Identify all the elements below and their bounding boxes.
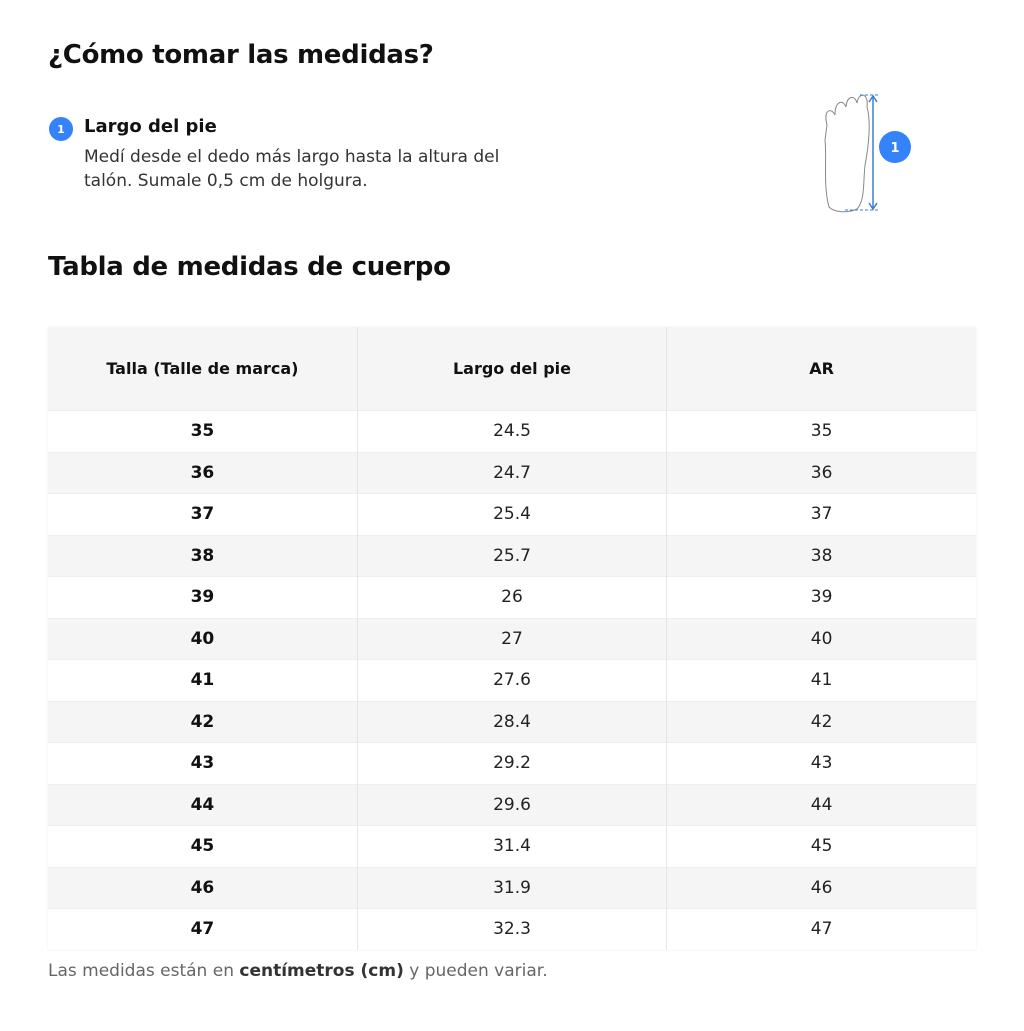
footnote-unit: centímetros (cm)	[239, 961, 404, 981]
cell-talla: 35	[48, 410, 358, 452]
cell-largo: 25.4	[357, 493, 668, 535]
cell-ar: 45	[666, 825, 976, 867]
table-row: 44 29.6 44	[48, 783, 976, 826]
cell-largo: 31.9	[357, 866, 668, 909]
cell-talla: 47	[48, 908, 358, 950]
cell-talla: 46	[48, 866, 358, 909]
header-ar: AR	[666, 327, 976, 411]
cell-ar: 40	[666, 617, 976, 660]
cell-talla: 42	[48, 700, 358, 743]
cell-ar: 44	[666, 783, 976, 826]
table-row: 47 32.3 47	[48, 908, 976, 950]
cell-largo: 31.4	[357, 825, 668, 867]
size-table: Talla (Talle de marca) Largo del pie AR …	[48, 327, 976, 950]
cell-talla: 39	[48, 576, 358, 618]
table-row: 37 25.4 37	[48, 493, 976, 535]
cell-largo: 26	[357, 576, 668, 618]
cell-talla: 37	[48, 493, 358, 535]
table-header-row: Talla (Talle de marca) Largo del pie AR	[48, 327, 976, 411]
cell-largo: 27	[357, 617, 668, 660]
table-row: 40 27 40	[48, 617, 976, 660]
footnote: Las medidas están en centímetros (cm) y …	[48, 961, 548, 981]
cell-talla: 45	[48, 825, 358, 867]
cell-ar: 43	[666, 742, 976, 784]
table-row: 41 27.6 41	[48, 659, 976, 701]
step-description: Medí desde el dedo más largo hasta la al…	[84, 147, 500, 191]
cell-talla: 43	[48, 742, 358, 784]
table-row: 46 31.9 46	[48, 866, 976, 909]
table-row: 35 24.5 35	[48, 410, 976, 452]
table-row: 38 25.7 38	[48, 534, 976, 577]
table-row: 42 28.4 42	[48, 700, 976, 743]
cell-largo: 29.2	[357, 742, 668, 784]
cell-talla: 44	[48, 783, 358, 826]
cell-ar: 42	[666, 700, 976, 743]
cell-largo: 29.6	[357, 783, 668, 826]
cell-largo: 24.5	[357, 410, 668, 452]
table-row: 45 31.4 45	[48, 825, 976, 867]
step-title: Largo del pie	[84, 116, 217, 137]
cell-ar: 39	[666, 576, 976, 618]
cell-talla: 36	[48, 451, 358, 494]
foot-measure-icon: 1	[805, 85, 925, 220]
cell-ar: 35	[666, 410, 976, 452]
cell-ar: 37	[666, 493, 976, 535]
cell-ar: 47	[666, 908, 976, 950]
cell-largo: 25.7	[357, 534, 668, 577]
table-row: 39 26 39	[48, 576, 976, 618]
cell-talla: 40	[48, 617, 358, 660]
cell-talla: 38	[48, 534, 358, 577]
table-row: 36 24.7 36	[48, 451, 976, 494]
step-number-badge: 1	[49, 117, 73, 141]
cell-largo: 24.7	[357, 451, 668, 494]
how-to-measure-title: ¿Cómo tomar las medidas?	[48, 40, 434, 70]
cell-largo: 28.4	[357, 700, 668, 743]
footnote-prefix: Las medidas están en	[48, 961, 240, 981]
header-talla: Talla (Talle de marca)	[48, 327, 358, 411]
size-table-title: Tabla de medidas de cuerpo	[48, 252, 451, 282]
cell-largo: 27.6	[357, 659, 668, 701]
cell-largo: 32.3	[357, 908, 668, 950]
cell-ar: 46	[666, 866, 976, 909]
footnote-suffix: y pueden variar.	[403, 961, 548, 981]
cell-ar: 38	[666, 534, 976, 577]
cell-talla: 41	[48, 659, 358, 701]
cell-ar: 41	[666, 659, 976, 701]
table-row: 43 29.2 43	[48, 742, 976, 784]
figure-badge: 1	[890, 141, 899, 156]
cell-ar: 36	[666, 451, 976, 494]
header-largo: Largo del pie	[357, 327, 668, 411]
